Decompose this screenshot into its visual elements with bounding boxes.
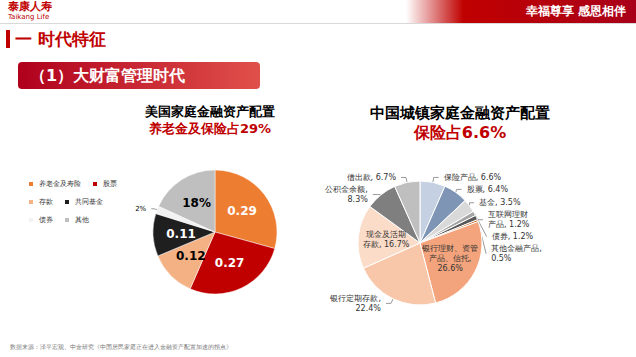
html-text:幸福尊享 感恩相伴: 幸福尊享 感恩相伴: [525, 4, 626, 18]
svg-text:其他: 其他: [75, 216, 89, 224]
svg-text:存款: 存款: [39, 198, 53, 206]
svg-text:26.6%: 26.6%: [437, 264, 463, 273]
svg-text:产品、信托,: 产品、信托,: [429, 254, 472, 263]
svg-text:债券, 1.2%: 债券, 1.2%: [492, 232, 534, 241]
svg-text:股票, 6.4%: 股票, 6.4%: [467, 185, 509, 194]
html-text:泰康人寿: 泰康人寿: [8, 0, 52, 13]
svg-text:18%: 18%: [182, 196, 211, 210]
svg-text:养老金及保险占29%: 养老金及保险占29%: [148, 121, 271, 136]
svg-text:债券: 债券: [39, 216, 53, 224]
svg-text:公积金余额,: 公积金余额,: [325, 185, 368, 194]
svg-text:借出款, 6.7%: 借出款, 6.7%: [347, 173, 397, 182]
svg-text:产品, 1.2%: 产品, 1.2%: [488, 220, 530, 229]
svg-text:股票: 股票: [103, 180, 117, 188]
html-text:（1）大财富管理时代: （1）大财富管理时代: [30, 66, 186, 85]
svg-text:互联网理财: 互联网理财: [488, 210, 528, 219]
svg-text:8.3%: 8.3%: [348, 195, 369, 204]
svg-text:其他金融产品,: 其他金融产品,: [491, 244, 542, 253]
svg-text:2%: 2%: [135, 205, 146, 213]
svg-text:养老金及寿险: 养老金及寿险: [39, 180, 81, 188]
svg-text:0.12: 0.12: [176, 249, 206, 263]
svg-text:保险产品, 6.6%: 保险产品, 6.6%: [444, 173, 502, 182]
svg-text:美国家庭金融资产配置: 美国家庭金融资产配置: [144, 104, 275, 119]
svg-text:银行理财、资管: 银行理财、资管: [421, 244, 478, 253]
svg-text:共同基金: 共同基金: [75, 198, 103, 206]
html-text:一 时代特征: 一 时代特征: [15, 29, 106, 49]
svg-text:现金及活期: 现金及活期: [366, 230, 406, 239]
html-text:Taikang Life: Taikang Life: [8, 13, 50, 21]
svg-text:22.4%: 22.4%: [356, 304, 382, 313]
svg-text:0.5%: 0.5%: [491, 254, 512, 263]
svg-text:存款, 16.7%: 存款, 16.7%: [363, 240, 410, 249]
svg-text:0.11: 0.11: [166, 227, 196, 241]
svg-text:中国城镇家庭金融资产配置: 中国城镇家庭金融资产配置: [370, 104, 550, 122]
svg-text:0.29: 0.29: [227, 204, 257, 218]
svg-text:0.27: 0.27: [215, 256, 245, 270]
svg-text:基金, 3.5%: 基金, 3.5%: [479, 198, 521, 207]
svg-text:保险占6.6%: 保险占6.6%: [413, 123, 506, 142]
html-text:数据来源：泽平宏观、中金研究《中国居民家庭正在进入金融资产配: 数据来源：泽平宏观、中金研究《中国居民家庭正在进入金融资产配置加速的拐点》: [10, 343, 232, 350]
svg-text:银行定期存款,: 银行定期存款,: [329, 294, 381, 303]
